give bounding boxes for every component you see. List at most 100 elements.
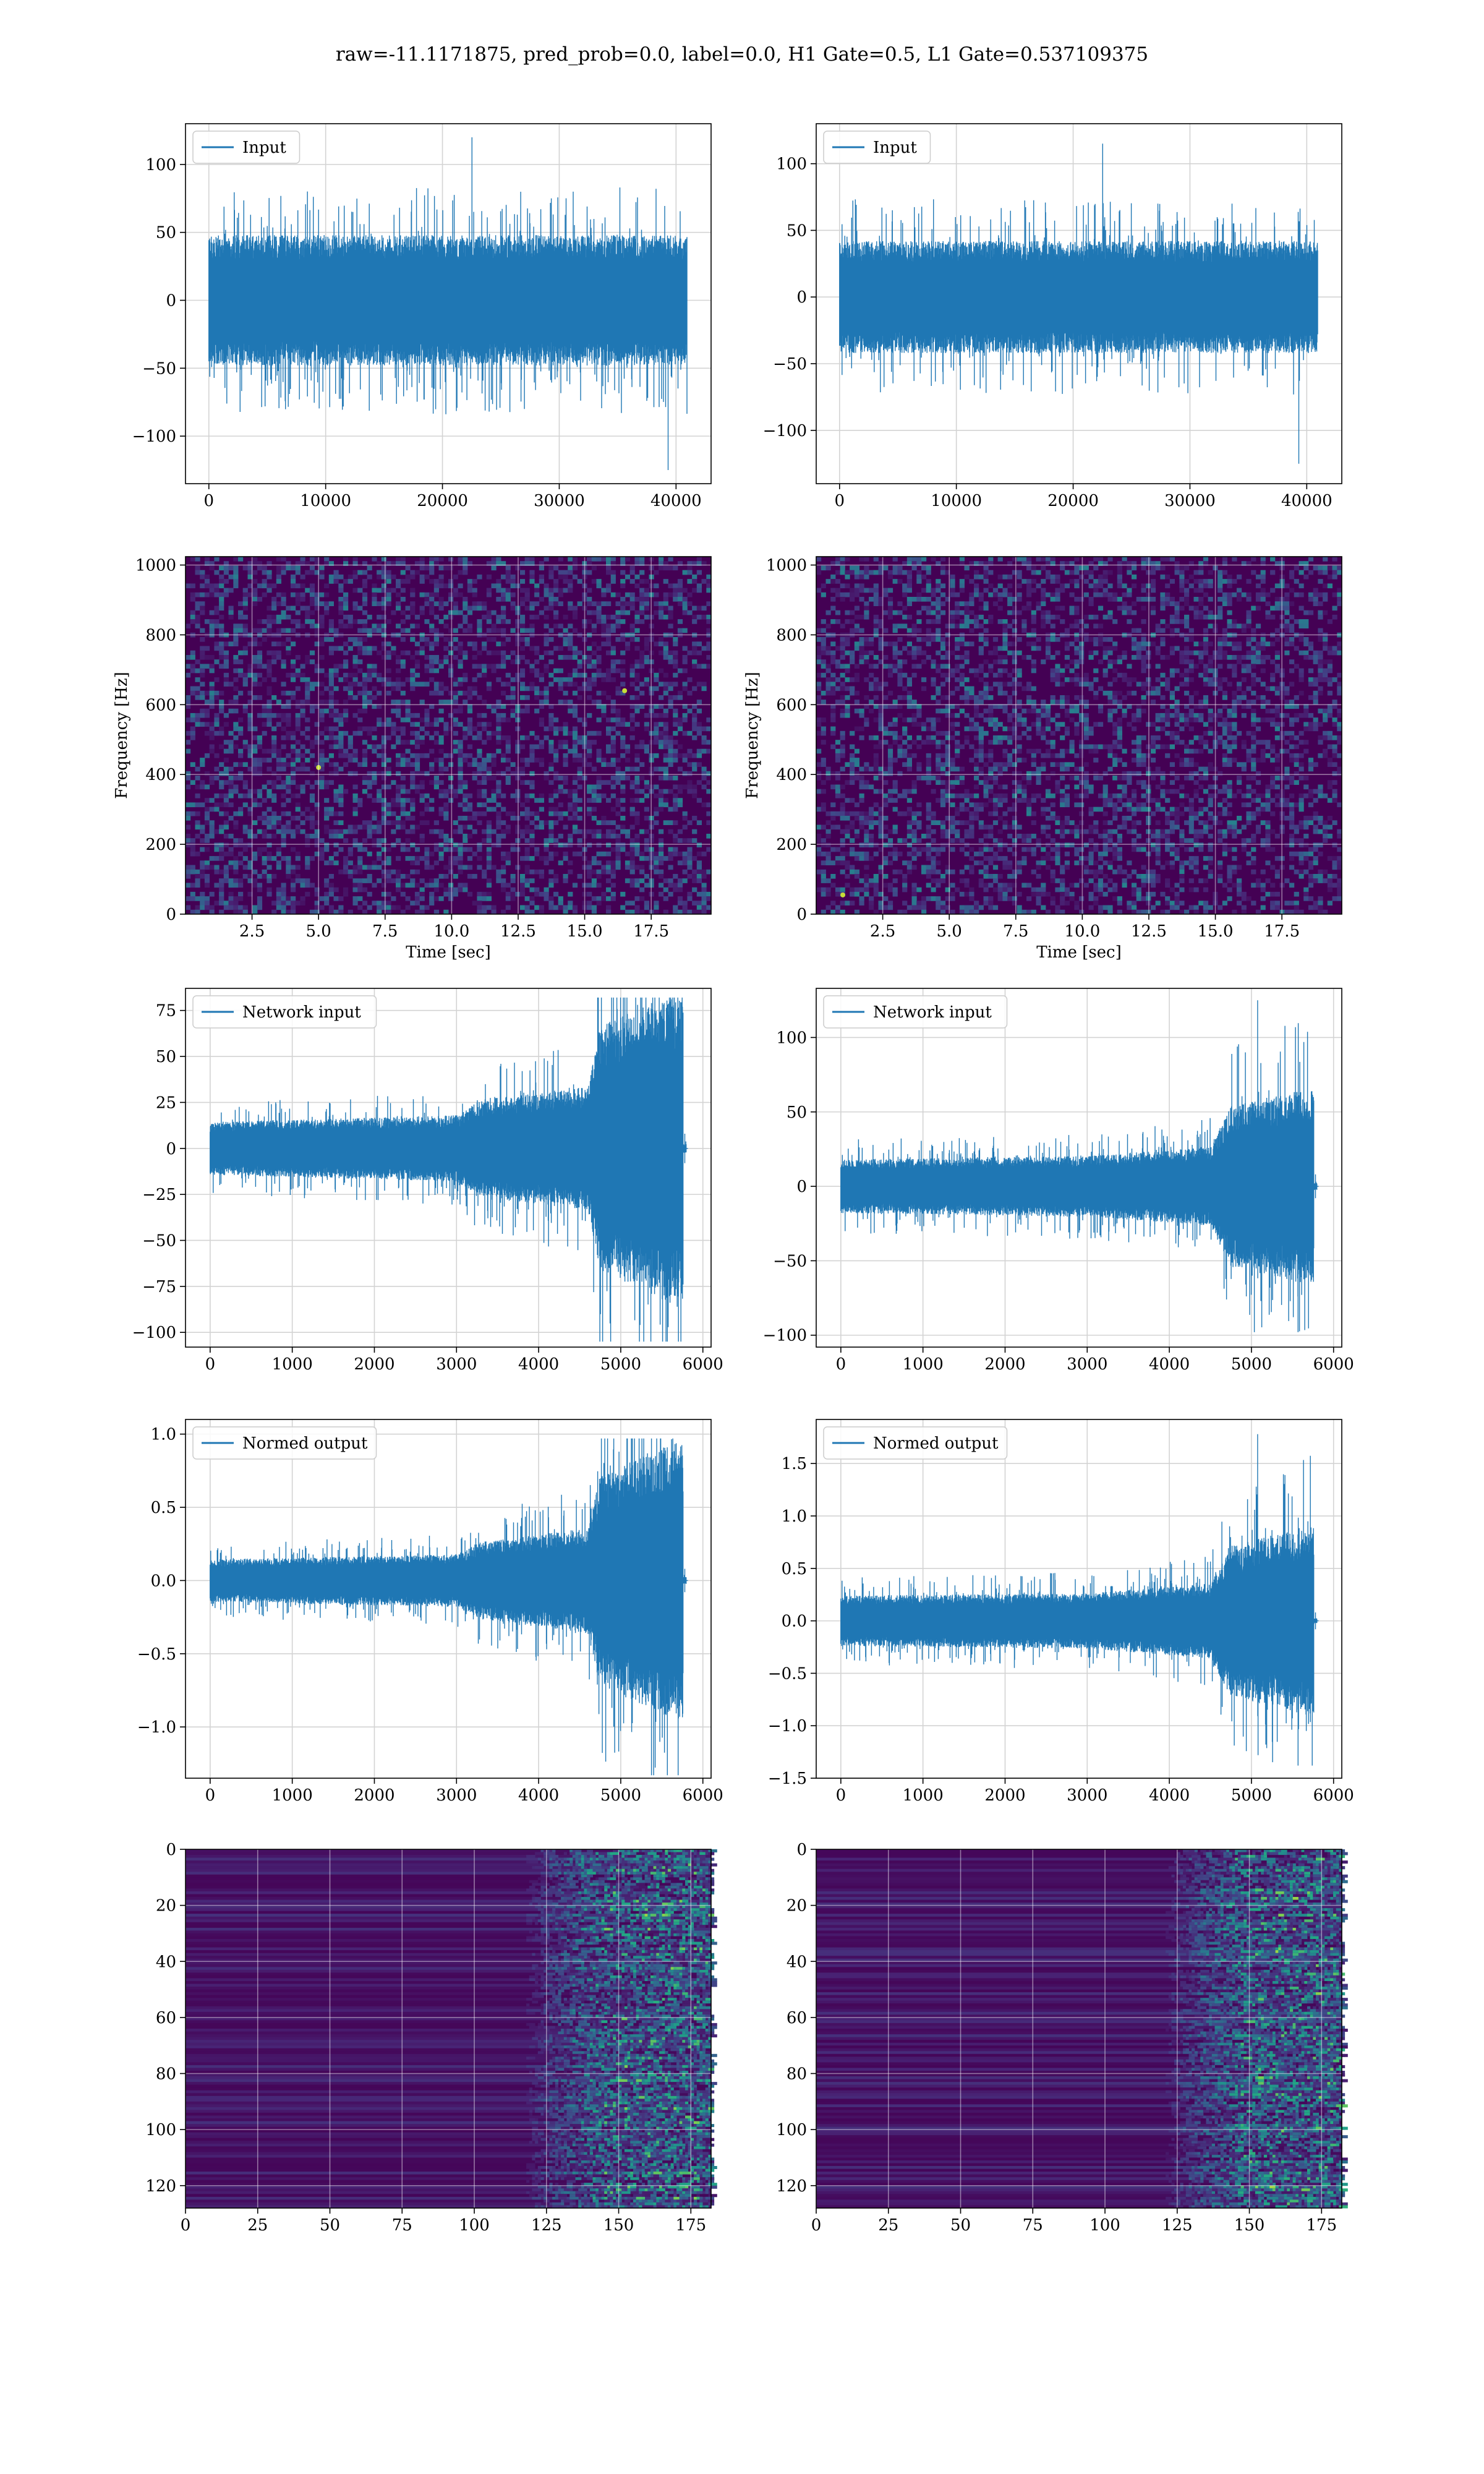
- y-tick-label: −1.0: [137, 1718, 176, 1737]
- x-tick-label: 0: [181, 2216, 191, 2235]
- heatmap-cells: [816, 1849, 1348, 2209]
- y-tick-label: 20: [156, 1897, 176, 1915]
- x-tick-label: 75: [392, 2216, 412, 2235]
- y-tick-label: 0.0: [782, 1612, 807, 1631]
- y-tick-label: 60: [156, 2009, 176, 2027]
- x-tick-label: 7.5: [1003, 922, 1028, 941]
- y-tick-label: 200: [776, 836, 807, 854]
- x-tick-label: 100: [459, 2216, 490, 2235]
- y-tick-label: 800: [776, 626, 807, 644]
- x-tick-label: 4000: [1149, 1786, 1190, 1805]
- y-axis-label: Frequency [Hz]: [743, 672, 762, 799]
- y-tick-label: 100: [145, 2121, 176, 2139]
- x-tick-label: 5000: [600, 1786, 641, 1805]
- x-tick-label: 1000: [272, 1355, 313, 1374]
- chart-panel-r4-c1: 0 25 50 75 100 125 150 175 0 20 40 60 80 100 120: [776, 1841, 1348, 2235]
- x-tick-label: 40000: [1281, 492, 1333, 510]
- x-tick-label: 5000: [600, 1355, 641, 1374]
- y-tick-label: 25: [156, 1094, 176, 1112]
- series-line: [208, 137, 688, 470]
- chart-panel-r1-c1: 2.5 5.0 7.5 10.0 12.5 15.0 17.5 0 200 400 600 800 10…: [743, 556, 1342, 962]
- y-tick-label: 60: [787, 2009, 807, 2027]
- chart-panel-r0-c1: 0 10000 20000 30000 40000 −100 −50 0 50 100 Input: [763, 123, 1342, 510]
- x-tick-label: 15.0: [567, 922, 603, 941]
- y-tick-label: −1.0: [768, 1717, 807, 1736]
- legend-label: Input: [873, 139, 917, 157]
- x-tick-label: 6000: [1313, 1786, 1354, 1805]
- y-tick-label: −50: [142, 1231, 176, 1250]
- y-tick-label: 1000: [766, 557, 807, 575]
- y-tick-label: 600: [776, 696, 807, 714]
- legend: Network input: [823, 995, 1008, 1029]
- heatmap-cells: [186, 1849, 717, 2209]
- series-line: [840, 1434, 1319, 1766]
- x-tick-label: 5.0: [306, 922, 331, 941]
- series-line: [839, 143, 1318, 464]
- x-tick-label: 10.0: [433, 922, 469, 941]
- y-tick-label: 1000: [135, 557, 176, 575]
- y-tick-label: −75: [142, 1278, 176, 1296]
- y-tick-label: 100: [776, 155, 807, 174]
- x-tick-label: 25: [247, 2216, 268, 2235]
- heatmap-hotspot: [622, 688, 628, 693]
- heatmap-cells: [816, 557, 1342, 915]
- legend-label: Input: [242, 139, 286, 157]
- x-tick-label: 3000: [1067, 1355, 1107, 1374]
- x-tick-label: 2.5: [239, 922, 265, 941]
- x-tick-label: 0: [836, 1355, 846, 1374]
- legend-box: [823, 131, 931, 164]
- y-tick-label: 0: [796, 288, 807, 307]
- legend: Normed output: [823, 1426, 1008, 1460]
- x-tick-label: 75: [1023, 2216, 1043, 2235]
- legend-box: [192, 995, 377, 1029]
- legend: Input: [823, 131, 931, 164]
- y-tick-label: 40: [787, 1953, 807, 1971]
- axes-frame: [816, 988, 1342, 1348]
- x-tick-label: 7.5: [372, 922, 398, 941]
- chart-panel-r4-c0: 0 25 50 75 100 125 150 175 0 20 40 60 80 100 120: [145, 1841, 717, 2235]
- x-tick-label: 1000: [272, 1786, 313, 1805]
- y-tick-label: 80: [787, 2065, 807, 2084]
- axes-frame: [185, 1419, 712, 1779]
- y-tick-label: 40: [156, 1953, 176, 1971]
- legend: Input: [192, 131, 301, 164]
- x-tick-label: 10000: [931, 492, 982, 510]
- y-tick-label: 80: [156, 2065, 176, 2084]
- y-tick-label: 200: [145, 836, 176, 854]
- chart-panel-r2-c0: 0 1000 2000 3000 4000 5000 6000 −100 −75 −50 −25 0 2…: [132, 988, 723, 1374]
- axes-frame: [816, 1419, 1342, 1779]
- y-tick-label: −25: [142, 1186, 176, 1204]
- x-tick-label: 2000: [354, 1786, 394, 1805]
- x-axis-label: Time [sec]: [1036, 943, 1122, 962]
- axes-frame: [185, 988, 712, 1348]
- y-tick-label: −50: [142, 359, 176, 378]
- y-tick-label: 1.5: [782, 1455, 807, 1473]
- grid-lines: [186, 557, 711, 915]
- x-tick-label: 175: [675, 2216, 706, 2235]
- y-tick-label: 50: [156, 224, 176, 242]
- legend-box: [192, 131, 301, 164]
- x-tick-label: 2000: [984, 1786, 1025, 1805]
- series-line: [840, 1000, 1319, 1332]
- x-tick-label: 5000: [1231, 1355, 1272, 1374]
- y-tick-label: 50: [787, 221, 807, 240]
- x-tick-label: 10.0: [1064, 922, 1100, 941]
- y-tick-label: 0: [796, 1841, 807, 1859]
- x-tick-label: 125: [531, 2216, 562, 2235]
- x-tick-label: 4000: [1149, 1355, 1190, 1374]
- x-tick-label: 1000: [903, 1355, 944, 1374]
- x-tick-label: 20000: [417, 492, 468, 510]
- y-tick-label: 50: [787, 1103, 807, 1122]
- x-tick-label: 100: [1090, 2216, 1120, 2235]
- axes-frame: [185, 1849, 712, 2209]
- chart-panel-r0-c0: 0 10000 20000 30000 40000 −100 −50 0 50 100 Input: [132, 123, 712, 510]
- x-tick-label: 150: [1234, 2216, 1265, 2235]
- legend: Network input: [192, 995, 377, 1029]
- x-tick-label: 50: [320, 2216, 340, 2235]
- y-tick-label: 120: [776, 2177, 807, 2196]
- y-tick-label: 0: [796, 1178, 807, 1196]
- heatmap-hotspot: [316, 764, 322, 770]
- axes-frame: [816, 1849, 1342, 2209]
- x-tick-label: 20000: [1047, 492, 1099, 510]
